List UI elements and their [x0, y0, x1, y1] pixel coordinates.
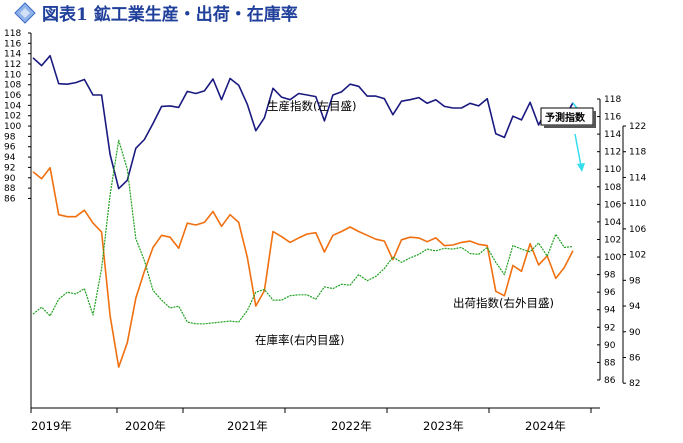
left-tick-label: 100 — [4, 122, 21, 132]
x-axis-ticks: 2019年 2020年 2021年 2022年 2023年 2024年 — [30, 408, 592, 433]
right-inner-tick-label: 114 — [604, 130, 621, 140]
left-axis-ticks: 8688909294969810010210410610811011211411… — [4, 29, 31, 204]
left-tick-label: 98 — [4, 132, 16, 142]
right-inner-tick-label: 112 — [604, 148, 621, 158]
right-inner-tick-label: 98 — [604, 271, 616, 281]
right-inner-tick-label: 90 — [604, 341, 616, 351]
x-tick-label: 2022年 — [331, 419, 372, 433]
forecast-callout-shadow-bottom — [544, 125, 596, 128]
right-outer-tick-label: 102 — [629, 251, 646, 261]
x-tick-label: 2023年 — [423, 419, 464, 433]
left-tick-label: 116 — [4, 39, 21, 49]
left-tick-label: 96 — [4, 143, 16, 153]
right-outer-tick-label: 106 — [629, 225, 646, 235]
right-outer-tick-label: 90 — [629, 328, 641, 338]
series-line — [32, 139, 573, 325]
series-line — [32, 54, 574, 190]
forecast-arrow-line — [574, 133, 582, 167]
left-tick-label: 88 — [4, 184, 16, 194]
right-inner-tick-label: 102 — [604, 235, 621, 245]
right-inner-tick-label: 92 — [604, 323, 615, 333]
right-outer-tick-label: 82 — [629, 379, 640, 389]
left-tick-label: 102 — [4, 112, 21, 122]
right-inner-tick-label: 104 — [604, 218, 621, 228]
series-layer — [32, 54, 591, 368]
annotation-shipment: 出荷指数(右外目盛) — [453, 296, 554, 310]
diamond-bullet-inner-icon — [20, 8, 30, 18]
left-tick-label: 112 — [4, 60, 21, 70]
right-outer-tick-label: 86 — [629, 353, 641, 363]
x-tick-label: 2020年 — [125, 419, 166, 433]
right-inner-tick-label: 94 — [604, 306, 616, 316]
left-tick-label: 92 — [4, 163, 15, 173]
x-tick-label: 2021年 — [227, 419, 268, 433]
right-outer-tick-label: 94 — [629, 302, 641, 312]
right-outer-tick-label: 118 — [629, 148, 646, 158]
right-inner-tick-label: 86 — [604, 376, 616, 386]
right-inner-tick-label: 110 — [604, 165, 621, 175]
right-outer-axis-ticks: 82 86 90 94 98 102 106 110 114 118 122 — [623, 122, 646, 389]
forecast-callout-label: 予測指数 — [545, 111, 586, 124]
left-tick-label: 90 — [4, 174, 16, 184]
left-tick-label: 108 — [4, 81, 21, 91]
chart-title: 図表1 鉱工業生産・出荷・在庫率 — [42, 4, 298, 25]
series-line — [32, 167, 574, 368]
right-inner-axis-ticks: 86 88 90 92 94 96 98 100 102 104 106 108 110 112 114 11… — [597, 95, 621, 386]
forecast-callout-shadow — [593, 111, 596, 128]
left-tick-label: 106 — [4, 91, 21, 101]
left-tick-label: 110 — [4, 70, 21, 80]
annotation-inventory: 在庫率(右内目盛) — [255, 333, 344, 347]
left-tick-label: 114 — [4, 50, 21, 60]
forecast-callout: 予測指数 — [540, 107, 596, 172]
right-outer-tick-label: 110 — [629, 199, 646, 209]
left-tick-label: 104 — [4, 101, 21, 111]
right-outer-tick-label: 122 — [629, 122, 646, 132]
right-inner-tick-label: 88 — [604, 358, 616, 368]
right-inner-tick-label: 118 — [604, 95, 621, 105]
right-outer-tick-label: 98 — [629, 276, 641, 286]
right-inner-tick-label: 100 — [604, 253, 621, 263]
left-tick-label: 86 — [4, 194, 16, 204]
x-tick-label: 2019年 — [31, 419, 72, 433]
left-tick-label: 118 — [4, 29, 21, 39]
left-tick-label: 94 — [4, 153, 16, 163]
right-outer-tick-label: 114 — [629, 173, 646, 183]
plot-frame — [30, 33, 624, 409]
right-inner-tick-label: 108 — [604, 183, 621, 193]
right-inner-tick-label: 106 — [604, 200, 621, 210]
chart-title-group: 図表1 鉱工業生産・出荷・在庫率 — [14, 2, 298, 25]
annotation-production: 生産指数(左目盛) — [267, 99, 356, 113]
forecast-arrow-head-icon — [577, 163, 585, 172]
x-tick-label: 2024年 — [525, 419, 566, 433]
right-inner-tick-label: 116 — [604, 113, 621, 123]
right-inner-tick-label: 96 — [604, 288, 616, 298]
